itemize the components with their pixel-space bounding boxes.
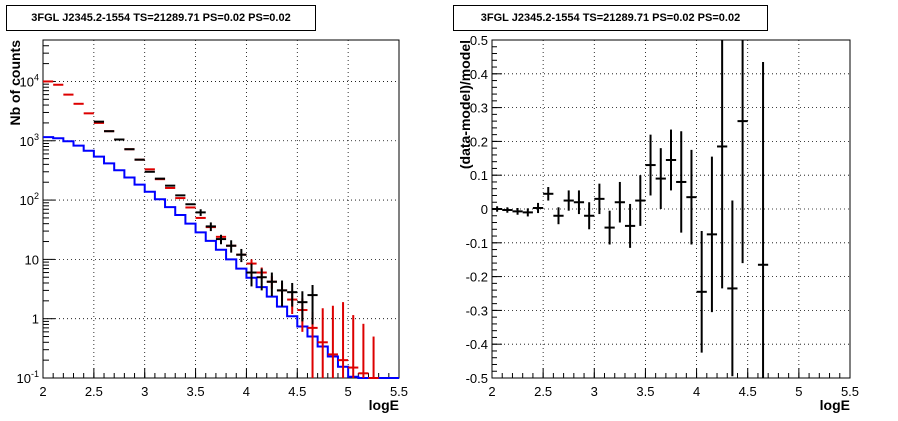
y-tick-label: 0.5	[470, 33, 488, 48]
x-tick-label: 4.5	[739, 384, 757, 399]
x-tick-label: 3.5	[187, 384, 205, 399]
x-tick-label: 4.5	[288, 384, 306, 399]
y-tick-label: -0.1	[466, 236, 488, 251]
y-tick-label: 0.3	[470, 101, 488, 116]
y-tick-label: -0.5	[466, 371, 488, 386]
y-tick-label: 103	[20, 132, 39, 149]
x-tick-label: 2	[39, 384, 46, 399]
plot-frame	[42, 39, 400, 379]
x-tick-label: 4	[243, 384, 250, 399]
x-tick-label: 4	[693, 384, 700, 399]
x-tick-label: 5.5	[390, 384, 408, 399]
model-histogram	[43, 136, 399, 379]
y-tick-label: 0.1	[470, 168, 488, 183]
x-tick-label: 5.5	[841, 384, 859, 399]
x-tick-label: 2.5	[534, 384, 552, 399]
y-tick-label: 0.4	[470, 67, 488, 82]
y-tick-label: -0.4	[466, 337, 488, 352]
y-tick-label: 10	[25, 252, 39, 267]
y-tick-label: 102	[20, 191, 39, 208]
x-tick-label: 3	[591, 384, 598, 399]
x-tick-label: 5	[795, 384, 802, 399]
left-chart-title: 3FGL J2345.2-1554 TS=21289.71 PS=0.02 PS…	[6, 5, 316, 31]
x-tick-label: 5	[345, 384, 352, 399]
y-tick-label: 0	[481, 202, 488, 217]
y-tick-label: 0.2	[470, 134, 488, 149]
x-tick-label: 2	[488, 384, 495, 399]
y-tick-label: -0.2	[466, 270, 488, 285]
right-chart-title: 3FGL J2345.2-1554 TS=21289.71 PS=0.02 PS…	[453, 5, 768, 31]
x-axis-title: logE	[820, 397, 850, 413]
y-tick-label: 1	[32, 312, 39, 327]
x-axis-title: logE	[369, 397, 399, 413]
x-tick-label: 3	[141, 384, 148, 399]
y-axis-title: (data-model)/model	[457, 40, 473, 169]
y-tick-label: 10-1	[17, 369, 39, 386]
x-tick-label: 2.5	[85, 384, 103, 399]
y-axis-title: Nb of counts	[7, 40, 23, 126]
y-tick-label: -0.3	[466, 303, 488, 318]
x-tick-label: 3.5	[636, 384, 654, 399]
